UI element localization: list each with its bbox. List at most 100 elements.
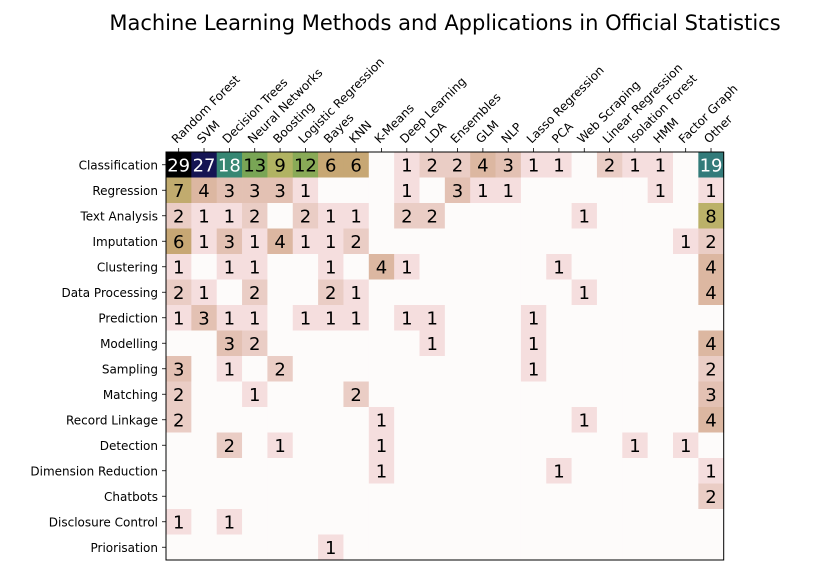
heatmap-cell (242, 203, 268, 229)
cell-value-label: 2 (173, 410, 184, 431)
heatmap-cell (318, 305, 344, 331)
heatmap-cell (242, 305, 268, 331)
heatmap-cell (520, 177, 547, 204)
cell-value-label: 2 (604, 155, 615, 176)
heatmap-cell (647, 152, 674, 178)
heatmap-cell (292, 534, 319, 561)
heatmap-cell (470, 305, 496, 331)
heatmap-cell (166, 203, 192, 229)
heatmap-cell (444, 305, 471, 331)
heatmap-cell (292, 228, 319, 255)
heatmap-cell (470, 407, 496, 433)
chart-title: Machine Learning Methods and Application… (109, 11, 780, 35)
heatmap-cell (571, 228, 598, 255)
heatmap-cell (216, 254, 243, 280)
heatmap-cell (444, 458, 471, 484)
heatmap-cell (596, 381, 623, 408)
heatmap-cell (470, 483, 496, 510)
cell-value-label: 1 (680, 436, 691, 457)
cell-value-label: 2 (249, 206, 260, 227)
heatmap-cell (191, 407, 218, 433)
heatmap-cell (444, 330, 471, 357)
heatmap-cell (318, 177, 344, 204)
cell-value-label: 1 (579, 283, 590, 304)
heatmap-cell (470, 228, 496, 255)
heatmap-cell (673, 330, 699, 357)
heatmap-cell (166, 356, 192, 382)
plot-frame (165, 151, 725, 561)
heatmap-cell (622, 407, 649, 433)
heatmap-cell (267, 152, 294, 178)
heatmap-cell (394, 330, 420, 357)
heatmap-cell (444, 381, 471, 408)
heatmap-cell (318, 152, 344, 178)
heatmap-cell (470, 509, 496, 535)
heatmap-cell (394, 534, 420, 561)
heatmap-cell-labels: 29 27 18 13 9 12 6 6 1 2 2 4 3 1 1 2 1 1 197 4 3 3 3 1 1 3 1 1 1 12 1 1… (167, 155, 722, 559)
heatmap-cell (166, 254, 192, 280)
heatmap-cell (191, 305, 218, 331)
heatmap-cell (419, 330, 446, 357)
heatmap-cell (673, 483, 699, 510)
heatmap-cell (520, 203, 547, 229)
cell-value-label: 1 (401, 155, 412, 176)
heatmap-cell (368, 509, 395, 535)
heatmap-cell (698, 509, 725, 535)
cell-value-label: 1 (198, 206, 209, 227)
heatmap-cell (698, 203, 725, 229)
heatmap-cell (267, 407, 294, 433)
heatmap-cell (698, 254, 725, 280)
cell-value-label: 1 (173, 512, 184, 533)
y-tick-label: Imputation (93, 235, 159, 249)
heatmap-cell (191, 330, 218, 357)
heatmap-cell (698, 228, 725, 255)
heatmap-cell (368, 305, 395, 331)
heatmap-cell (216, 330, 243, 357)
heatmap-cell (520, 534, 547, 561)
heatmap-cell (596, 407, 623, 433)
heatmap-cell (495, 483, 522, 510)
heatmap-cell (571, 381, 598, 408)
cell-value-label: 1 (705, 461, 716, 482)
heatmap-cell (292, 407, 319, 433)
heatmap-cell (191, 279, 218, 306)
heatmap-cell (267, 483, 294, 510)
heatmap-cell (622, 203, 649, 229)
heatmap-cell (292, 483, 319, 510)
cell-value-label: 2 (224, 436, 235, 457)
heatmap-cell (419, 203, 446, 229)
heatmap-cell (546, 279, 572, 306)
heatmap-cell (318, 356, 344, 382)
heatmap-cell (267, 356, 294, 382)
heatmap-cell (596, 356, 623, 382)
heatmap-cell (647, 203, 674, 229)
heatmap-cell (596, 330, 623, 357)
y-tick-label: Modelling (100, 337, 158, 351)
heatmap-cell (622, 305, 649, 331)
cell-value-label: 4 (198, 181, 209, 202)
heatmap-cell (444, 432, 471, 459)
heatmap-cell (622, 509, 649, 535)
heatmap-cell (622, 152, 649, 178)
heatmap-cell (394, 152, 420, 178)
heatmap-cell (596, 177, 623, 204)
heatmap-cell (596, 279, 623, 306)
heatmap-cell (166, 407, 192, 433)
y-tick-label: Dimension Reduction (30, 464, 158, 478)
heatmap-cell (166, 432, 192, 459)
heatmap-cell (571, 152, 598, 178)
heatmap-cell (571, 483, 598, 510)
cell-value-label: 1 (426, 308, 437, 329)
heatmap-cell (444, 509, 471, 535)
heatmap-cell (546, 254, 572, 280)
heatmap-cell (495, 177, 522, 204)
heatmap-cell (596, 483, 623, 510)
heatmap-cell (495, 509, 522, 535)
heatmap-cell (596, 228, 623, 255)
heatmap-cell (292, 356, 319, 382)
heatmap-cell (216, 152, 243, 178)
cell-value-label: 1 (705, 181, 716, 202)
heatmap-cell (267, 534, 294, 561)
heatmap-cell (394, 407, 420, 433)
heatmap-cell (571, 356, 598, 382)
